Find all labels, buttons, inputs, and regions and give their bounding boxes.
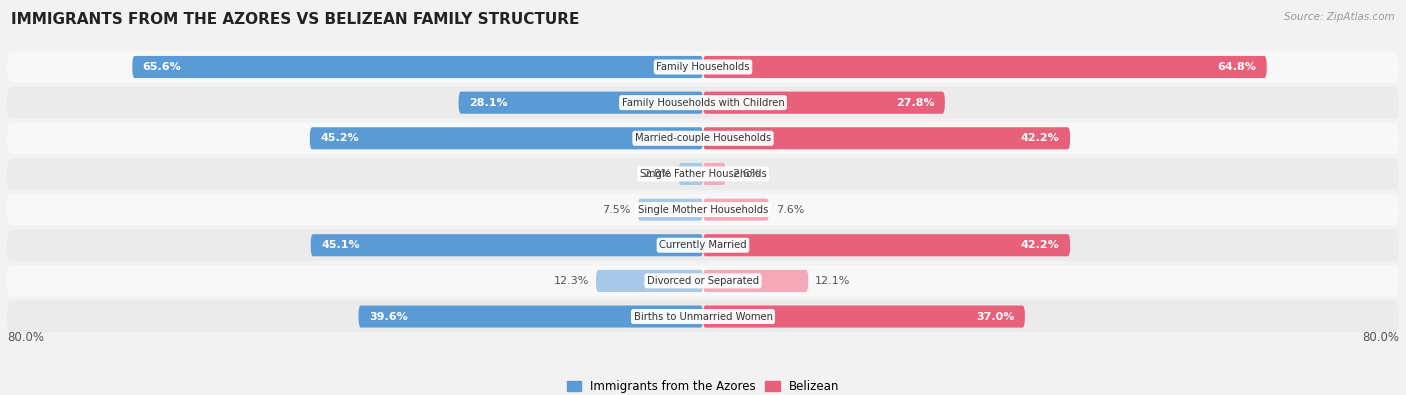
FancyBboxPatch shape <box>703 270 808 292</box>
FancyBboxPatch shape <box>679 163 703 185</box>
FancyBboxPatch shape <box>596 270 703 292</box>
FancyBboxPatch shape <box>359 305 703 327</box>
Text: 27.8%: 27.8% <box>896 98 935 108</box>
Text: Currently Married: Currently Married <box>659 240 747 250</box>
Text: 80.0%: 80.0% <box>7 331 44 344</box>
Text: 45.2%: 45.2% <box>321 133 359 143</box>
FancyBboxPatch shape <box>7 301 1399 332</box>
Text: 7.6%: 7.6% <box>776 205 804 214</box>
Legend: Immigrants from the Azores, Belizean: Immigrants from the Azores, Belizean <box>562 376 844 395</box>
FancyBboxPatch shape <box>703 56 1267 78</box>
FancyBboxPatch shape <box>638 199 703 221</box>
Text: 12.3%: 12.3% <box>554 276 589 286</box>
FancyBboxPatch shape <box>309 127 703 149</box>
Text: 39.6%: 39.6% <box>368 312 408 322</box>
FancyBboxPatch shape <box>703 199 769 221</box>
FancyBboxPatch shape <box>7 122 1399 154</box>
FancyBboxPatch shape <box>7 51 1399 83</box>
Text: Births to Unmarried Women: Births to Unmarried Women <box>634 312 772 322</box>
FancyBboxPatch shape <box>703 234 1070 256</box>
Text: Source: ZipAtlas.com: Source: ZipAtlas.com <box>1284 12 1395 22</box>
Text: Married-couple Households: Married-couple Households <box>636 133 770 143</box>
FancyBboxPatch shape <box>703 92 945 114</box>
Text: 2.8%: 2.8% <box>643 169 672 179</box>
Text: Divorced or Separated: Divorced or Separated <box>647 276 759 286</box>
Text: 2.6%: 2.6% <box>733 169 761 179</box>
FancyBboxPatch shape <box>7 194 1399 225</box>
FancyBboxPatch shape <box>703 305 1025 327</box>
Text: 42.2%: 42.2% <box>1021 133 1060 143</box>
Text: 64.8%: 64.8% <box>1218 62 1257 72</box>
Text: 7.5%: 7.5% <box>602 205 631 214</box>
Text: Single Mother Households: Single Mother Households <box>638 205 768 214</box>
FancyBboxPatch shape <box>703 127 1070 149</box>
Text: 80.0%: 80.0% <box>1362 331 1399 344</box>
Text: 12.1%: 12.1% <box>815 276 851 286</box>
Text: Single Father Households: Single Father Households <box>640 169 766 179</box>
Text: IMMIGRANTS FROM THE AZORES VS BELIZEAN FAMILY STRUCTURE: IMMIGRANTS FROM THE AZORES VS BELIZEAN F… <box>11 12 579 27</box>
Text: 45.1%: 45.1% <box>321 240 360 250</box>
Text: 65.6%: 65.6% <box>143 62 181 72</box>
FancyBboxPatch shape <box>132 56 703 78</box>
FancyBboxPatch shape <box>703 163 725 185</box>
FancyBboxPatch shape <box>311 234 703 256</box>
Text: 28.1%: 28.1% <box>470 98 508 108</box>
FancyBboxPatch shape <box>458 92 703 114</box>
Text: Family Households with Children: Family Households with Children <box>621 98 785 108</box>
FancyBboxPatch shape <box>7 158 1399 190</box>
Text: 42.2%: 42.2% <box>1021 240 1060 250</box>
FancyBboxPatch shape <box>7 87 1399 118</box>
FancyBboxPatch shape <box>7 265 1399 297</box>
Text: 37.0%: 37.0% <box>976 312 1015 322</box>
Text: Family Households: Family Households <box>657 62 749 72</box>
FancyBboxPatch shape <box>7 229 1399 261</box>
